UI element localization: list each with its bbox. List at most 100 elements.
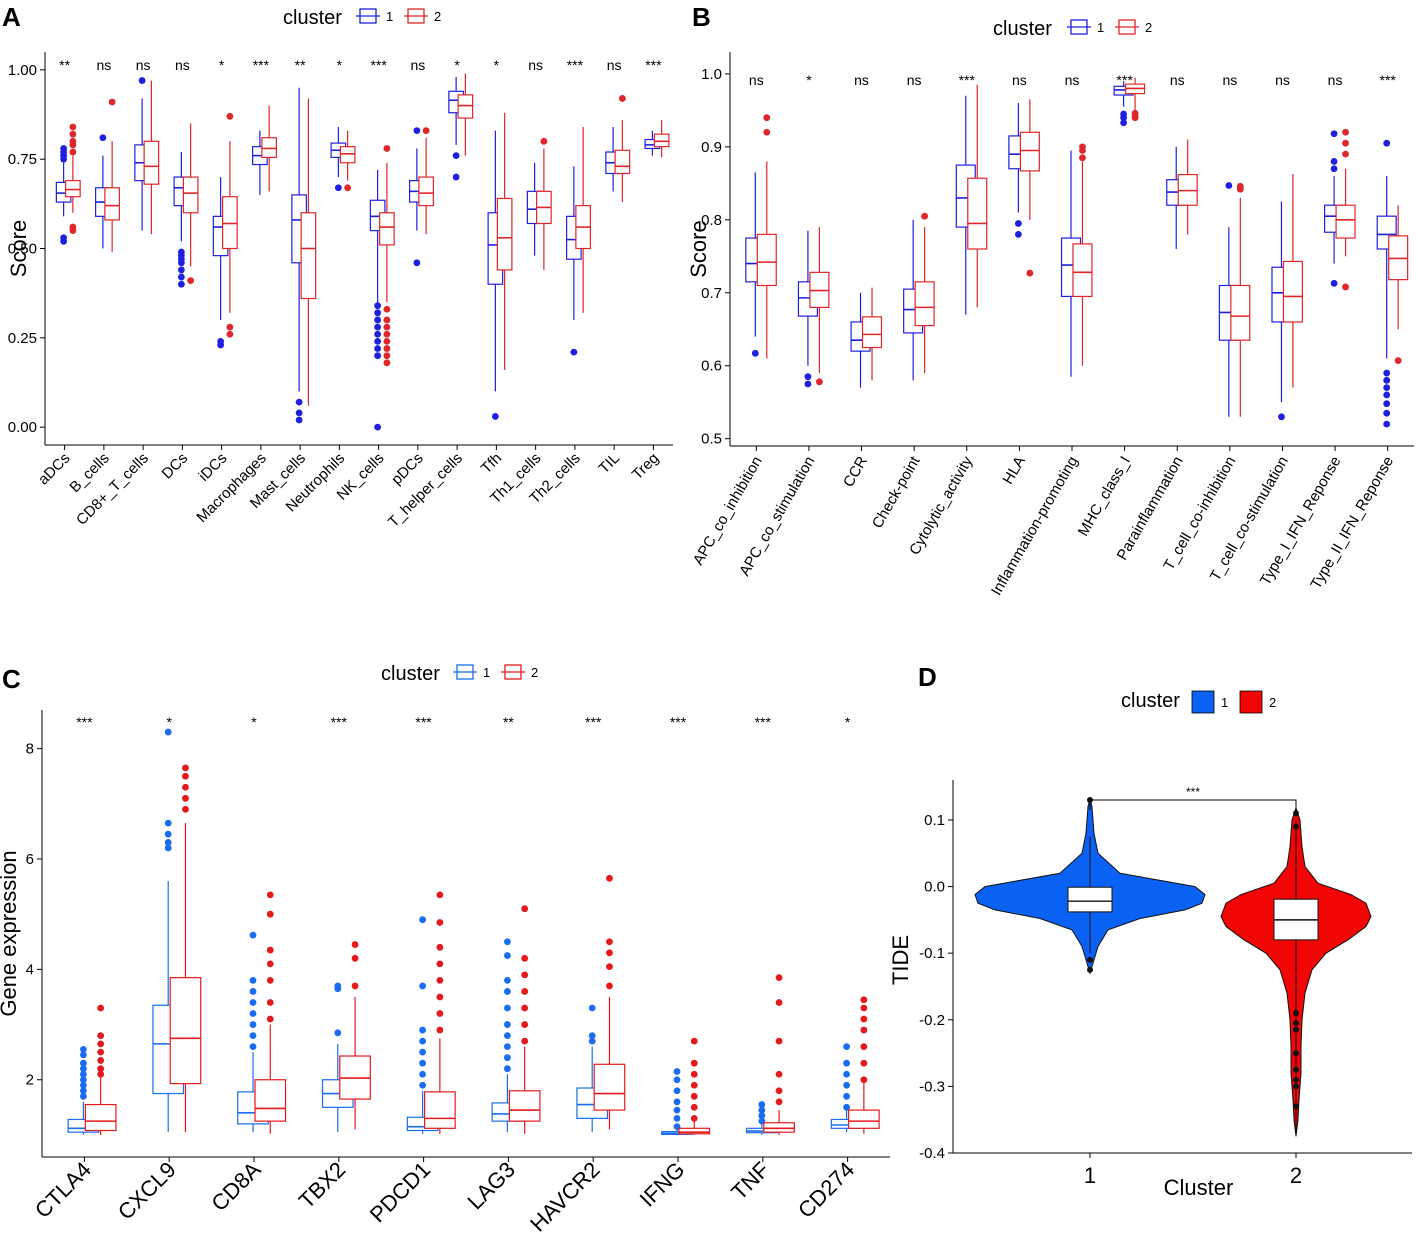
y-axis-title: TIDE	[888, 935, 913, 985]
box-series-2	[65, 180, 81, 198]
significance-label: ***	[76, 714, 93, 730]
significance-label: ***	[1380, 72, 1397, 88]
outlier-point	[374, 345, 382, 352]
x-tick-label: TIL	[596, 450, 623, 477]
x-tick-label: TNF	[726, 1157, 774, 1205]
outlier-point	[419, 982, 426, 990]
outlier-point	[419, 1026, 426, 1034]
outlier-point	[540, 137, 548, 145]
outlier-point	[504, 1065, 511, 1073]
outlier-point	[295, 398, 303, 406]
box-series-2	[653, 133, 670, 148]
legend-label: 1	[483, 665, 490, 680]
outlier-point	[182, 772, 189, 780]
outlier-point	[606, 982, 613, 990]
x-tick-label: Treg	[629, 450, 662, 483]
outlier-point	[860, 1076, 868, 1084]
outlier-point	[1330, 279, 1338, 287]
outlier-point	[69, 148, 77, 156]
outlier-point	[1293, 1103, 1299, 1110]
significance-label: ***	[585, 714, 602, 730]
outlier-point	[804, 380, 812, 388]
legend-label: 2	[1145, 20, 1152, 35]
outlier-point	[80, 1045, 87, 1053]
outlier-point	[843, 1070, 850, 1078]
legend-title: cluster	[381, 663, 440, 685]
significance-label: ***	[755, 714, 772, 730]
outlier-point	[606, 963, 613, 971]
outlier-point	[187, 277, 195, 285]
category-group: CD274 *	[793, 714, 880, 1223]
outlier-point	[504, 977, 511, 984]
outlier-point	[182, 794, 189, 802]
outlier-point	[1394, 357, 1402, 365]
significance-label: *	[337, 57, 343, 73]
box-series-2	[914, 281, 935, 327]
y-tick-label: 4	[26, 961, 34, 978]
outlier-point	[80, 1059, 87, 1067]
box-series-2	[1072, 243, 1093, 298]
outlier-point	[1131, 109, 1139, 117]
x-tick-label: MHC_class_I	[1075, 454, 1134, 540]
significance-label: *	[219, 57, 225, 73]
outlier-point	[266, 910, 274, 918]
outlier-point	[419, 916, 426, 924]
category-group: IFNG ***	[635, 714, 711, 1212]
box	[1067, 886, 1113, 913]
category-group: Th2_cells***	[526, 57, 591, 507]
outlier-point	[521, 905, 529, 913]
outlier-point	[436, 943, 444, 951]
legend-swatch	[1239, 690, 1263, 714]
legend-key-2: 2	[501, 664, 538, 680]
panel-letter: A	[2, 2, 21, 32]
outlier-point	[374, 302, 382, 310]
outlier-point	[618, 95, 626, 102]
outlier-point	[1330, 165, 1338, 173]
outlier-point	[843, 1092, 850, 1100]
category-group: Macrophages***	[193, 57, 277, 526]
outlier-point	[690, 1103, 698, 1111]
outlier-point	[351, 982, 359, 990]
box-series-2	[496, 197, 513, 271]
category-group: Treg ***	[629, 57, 670, 483]
outlier-point	[1014, 220, 1022, 227]
significance-label: ns	[136, 57, 151, 73]
significance-label: ***	[331, 714, 348, 730]
outlier-point	[80, 1065, 87, 1073]
outlier-point	[249, 1032, 257, 1039]
significance-label: ns	[1170, 72, 1185, 88]
x-tick-label: IFNG	[635, 1157, 690, 1212]
outlier-point	[383, 359, 391, 367]
outlier-point	[860, 1059, 868, 1067]
category-group: NK_cells***	[334, 57, 395, 504]
outlier-point	[1079, 154, 1086, 162]
violin-group-1: 1	[974, 796, 1206, 1188]
box-series-2	[182, 176, 199, 214]
outlier-point	[763, 128, 771, 136]
outlier-point	[860, 1026, 868, 1034]
legend-key-2: 2	[1239, 690, 1276, 714]
outlier-point	[804, 373, 812, 381]
outlier-point	[266, 946, 274, 954]
outlier-point	[690, 1037, 698, 1045]
outlier-point	[1293, 1026, 1299, 1033]
outlier-point	[383, 345, 391, 352]
y-tick-label: 0.25	[8, 330, 37, 347]
outlier-point	[164, 839, 172, 846]
x-tick-label: TBX2	[294, 1157, 351, 1214]
significance-label: ns	[410, 57, 425, 73]
y-tick-label: 1.00	[8, 62, 37, 79]
outlier-point	[452, 173, 460, 181]
outlier-point	[374, 323, 382, 331]
outlier-point	[383, 316, 391, 324]
y-tick-label: 0.9	[701, 139, 722, 156]
outlier-point	[491, 413, 499, 420]
outlier-point	[921, 212, 929, 220]
outlier-point	[690, 1092, 698, 1100]
outlier-point	[422, 127, 430, 134]
outlier-point	[775, 1037, 783, 1045]
category-group: Neutrophils*	[283, 57, 356, 515]
outlier-point	[97, 1070, 105, 1078]
